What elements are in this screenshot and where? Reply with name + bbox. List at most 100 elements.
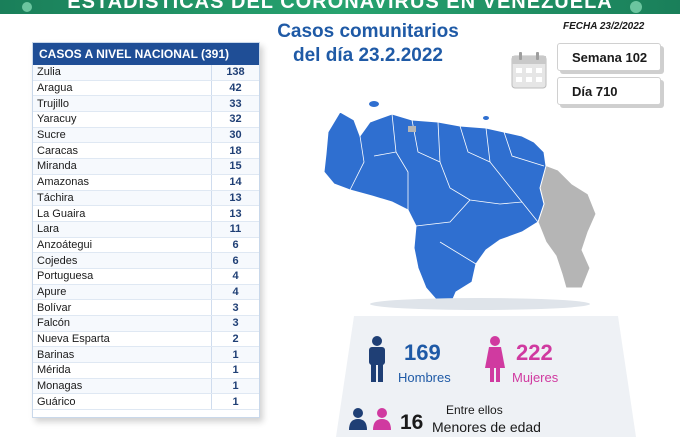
table-row: Nueva Esparta 2 xyxy=(33,331,259,348)
hombres-count: 169 xyxy=(404,340,441,365)
stats-platform xyxy=(336,316,636,437)
venezuela-map xyxy=(323,101,597,310)
state-name: Falcón xyxy=(37,317,71,330)
state-name: Anzoátegui xyxy=(37,238,93,251)
state-count: 11 xyxy=(211,221,259,237)
map-island xyxy=(483,116,489,120)
state-name: La Guaira xyxy=(37,207,86,220)
state-name: Amazonas xyxy=(37,176,89,189)
state-name: Aragua xyxy=(37,82,73,95)
state-name: Mérida xyxy=(37,364,71,377)
virus-icon xyxy=(22,2,32,12)
state-name: Sucre xyxy=(37,129,66,142)
map-region-venezuela xyxy=(323,111,547,307)
state-name: Portuguesa xyxy=(37,270,94,283)
virus-icon xyxy=(630,1,642,13)
man-icon xyxy=(369,336,385,382)
state-count: 14 xyxy=(211,174,259,190)
table-row: Táchira 13 xyxy=(33,190,259,207)
title-line-2: del día 23.2.2022 xyxy=(293,45,443,66)
state-count: 1 xyxy=(211,363,259,378)
dia-badge: Día 710 xyxy=(557,77,661,105)
state-count: 13 xyxy=(211,206,259,221)
table-row: Monagas 1 xyxy=(33,378,259,395)
table-row: Falcón 3 xyxy=(33,316,259,332)
top-banner: ESTADÍSTICAS DEL CORONAVIRUS EN VENEZUEL… xyxy=(0,0,680,14)
map-state-borders xyxy=(349,113,545,265)
table-row: Apure 4 xyxy=(33,284,259,301)
state-name: Zulia xyxy=(37,66,61,79)
table-row: Cojedes 6 xyxy=(33,253,259,269)
table-row: Portuguesa 4 xyxy=(33,268,259,285)
map-shadow xyxy=(370,298,590,310)
state-count: 4 xyxy=(211,284,259,300)
state-count: 15 xyxy=(211,159,259,174)
table-row: Guárico 1 xyxy=(33,394,259,411)
map-region-gray xyxy=(408,126,416,132)
calendar-icon xyxy=(511,52,547,89)
state-count: 4 xyxy=(211,268,259,284)
map-island xyxy=(369,101,379,107)
table-row: Bolívar 3 xyxy=(33,300,259,316)
page-title: Casos comunitarios del día 23.2.2022 xyxy=(268,20,468,68)
state-count: 33 xyxy=(211,96,259,112)
table-row: Barinas 1 xyxy=(33,347,259,364)
mujeres-label: Mujeres xyxy=(512,370,559,385)
state-count: 1 xyxy=(211,378,259,394)
state-name: Barinas xyxy=(37,348,75,361)
state-name: Bolívar xyxy=(37,301,72,314)
date-label: FECHA 23/2/2022 xyxy=(563,21,645,32)
state-name: Guárico xyxy=(37,395,76,408)
map-region-esequibo xyxy=(537,163,597,289)
state-name: Caracas xyxy=(37,144,78,157)
table-row: Aragua 42 xyxy=(33,80,259,97)
table-row: Anzoátegui 6 xyxy=(33,237,259,254)
table-row: Lara 11 xyxy=(33,221,259,238)
state-count: 32 xyxy=(211,112,259,127)
table-rows: Zulia 138 Aragua 42 Trujillo 33 Yaracuy 32 Sucre… xyxy=(33,65,259,411)
woman-icon xyxy=(485,336,505,382)
semana-badge: Semana 102 xyxy=(557,43,661,71)
table-row: Amazonas 14 xyxy=(33,174,259,191)
semana-text: Semana 102 xyxy=(572,49,648,65)
state-name: Cojedes xyxy=(37,254,78,267)
state-count: 3 xyxy=(211,300,259,315)
state-name: Monagas xyxy=(37,380,83,393)
table-header-total: (391) xyxy=(200,47,229,61)
table-row: Sucre 30 xyxy=(33,127,259,144)
state-name: Trujillo xyxy=(37,97,69,110)
dia-text: Día 710 xyxy=(572,83,618,99)
table-row: Zulia 138 xyxy=(33,65,259,81)
banner-title: ESTADÍSTICAS DEL CORONAVIRUS EN VENEZUEL… xyxy=(67,0,613,13)
menores-count: 16 xyxy=(400,411,424,434)
table-row: La Guaira 13 xyxy=(33,206,259,222)
hombres-label: Hombres xyxy=(398,370,451,385)
menores-label: Menores de edad xyxy=(432,419,541,435)
state-name: Lara xyxy=(37,223,60,236)
state-count: 13 xyxy=(211,190,259,206)
table-header-label: CASOS A NIVEL NACIONAL xyxy=(39,47,198,61)
state-count: 2 xyxy=(211,331,259,347)
state-count: 138 xyxy=(211,65,259,80)
state-name: Nueva Esparta xyxy=(37,333,110,346)
entre-ellos-label: Entre ellos xyxy=(446,403,503,417)
state-name: Miranda xyxy=(37,160,77,173)
state-count: 30 xyxy=(211,127,259,143)
table-header: CASOS A NIVEL NACIONAL (391) xyxy=(33,43,259,65)
title-line-1: Casos comunitarios xyxy=(277,21,459,42)
state-name: Táchira xyxy=(37,191,74,204)
state-count: 6 xyxy=(211,253,259,268)
children-icon xyxy=(349,408,391,430)
table-row: Caracas 18 xyxy=(33,143,259,160)
state-count: 3 xyxy=(211,316,259,331)
state-count: 18 xyxy=(211,143,259,159)
state-count: 1 xyxy=(211,347,259,363)
state-name: Apure xyxy=(37,285,67,298)
table-row: Trujillo 33 xyxy=(33,96,259,113)
table-row: Mérida 1 xyxy=(33,363,259,379)
state-name: Yaracuy xyxy=(37,113,77,126)
mujeres-count: 222 xyxy=(516,340,553,365)
state-count: 42 xyxy=(211,80,259,96)
state-count: 6 xyxy=(211,237,259,253)
table-row: Miranda 15 xyxy=(33,159,259,175)
